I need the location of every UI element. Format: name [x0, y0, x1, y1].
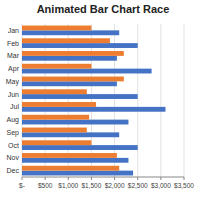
bar: [22, 81, 117, 86]
category-label: Feb: [7, 40, 19, 47]
tick-label: $3,500: [174, 182, 194, 189]
bars: [22, 26, 165, 176]
x-axis-line: [22, 177, 184, 178]
grid-line: [184, 24, 185, 177]
category-label: Dec: [7, 167, 20, 174]
chart-title: Animated Bar Chart Race: [37, 3, 170, 15]
tick-label: $1,500: [81, 182, 101, 189]
bar: [22, 140, 91, 145]
bar: [22, 128, 87, 133]
bar: [22, 166, 119, 171]
category-label: Jun: [8, 91, 19, 98]
chart: Animated Bar Chart Race $- $500 $1,000$1,50…: [0, 0, 200, 200]
category-label: Apr: [8, 65, 20, 73]
grid-line: [160, 24, 161, 177]
bar: [22, 132, 119, 137]
bar: [22, 56, 117, 61]
bar: [22, 89, 87, 94]
category-label: Sep: [7, 129, 20, 137]
bar: [22, 107, 165, 112]
bar: [22, 153, 117, 158]
tick-label: $2,500: [128, 182, 148, 189]
category-label: May: [6, 78, 20, 86]
bar: [22, 94, 138, 99]
bar: [22, 102, 96, 107]
tick-label: $500: [38, 182, 53, 189]
bar: [22, 64, 91, 69]
bar: [22, 158, 128, 163]
category-label: Aug: [7, 116, 20, 124]
bar: [22, 115, 89, 120]
chart-container: Animated Bar Chart Race $- $500 $1,000$1,50…: [0, 0, 200, 200]
bar: [22, 145, 138, 150]
tick-label: $1,000: [58, 182, 78, 189]
category-label: Oct: [8, 142, 19, 149]
bar: [22, 43, 138, 48]
bar: [22, 38, 110, 43]
bar: [22, 26, 91, 31]
tick-label: $2,000: [105, 182, 125, 189]
category-label: Jul: [10, 103, 19, 110]
bar: [22, 30, 119, 35]
category-label: Mar: [7, 52, 20, 59]
bar: [22, 77, 124, 82]
bar: [22, 51, 124, 56]
category-label: Nov: [7, 154, 20, 161]
tick-label: $3,000: [151, 182, 171, 189]
bar: [22, 120, 128, 125]
tick-label: $-: [19, 182, 25, 189]
bar: [22, 69, 152, 74]
bar: [22, 171, 133, 176]
category-label: Jan: [8, 27, 19, 34]
